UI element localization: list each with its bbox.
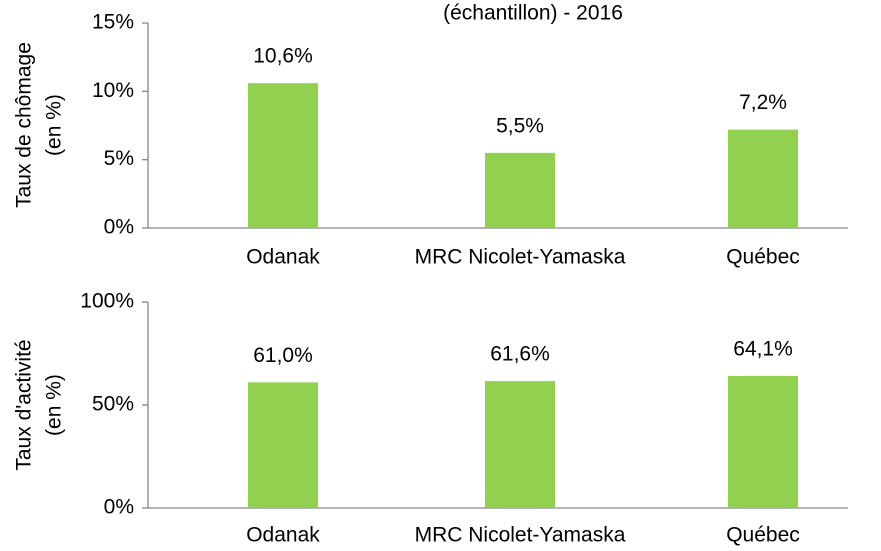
bar: [728, 375, 798, 508]
y-axis-label: Taux d'activité: [13, 339, 36, 470]
y-tick-label: 100%: [80, 290, 134, 313]
x-tick-label: Québec: [726, 524, 800, 547]
bar: [248, 83, 318, 228]
y-axis-label: (en %): [43, 374, 66, 436]
x-tick-label: Odanak: [246, 524, 320, 547]
x-tick-label: MRC Nicolet-Yamaska: [415, 246, 626, 269]
data-label: 10,6%: [253, 45, 313, 68]
bar: [728, 129, 798, 228]
data-label: 5,5%: [496, 114, 544, 137]
x-tick-label: MRC Nicolet-Yamaska: [415, 524, 626, 547]
y-axis-label: (en %): [43, 94, 66, 156]
data-label: 7,2%: [739, 91, 787, 114]
y-tick-label: 15%: [92, 11, 134, 34]
x-tick-label: Québec: [726, 246, 800, 269]
chart-title: (échantillon) - 2016: [443, 2, 623, 25]
y-tick-label: 50%: [92, 393, 134, 416]
x-tick-label: Odanak: [246, 246, 320, 269]
data-label: 61,6%: [490, 343, 550, 366]
bar: [485, 152, 555, 228]
y-tick-label: 5%: [104, 147, 134, 170]
y-tick-label: 0%: [104, 496, 134, 519]
y-tick-label: 0%: [104, 216, 134, 239]
data-label: 61,0%: [253, 344, 313, 367]
bar: [248, 382, 318, 508]
data-label: 64,1%: [733, 338, 793, 361]
y-axis-label: Taux de chômage: [13, 42, 36, 208]
bar: [485, 381, 555, 508]
y-tick-label: 10%: [92, 79, 134, 102]
